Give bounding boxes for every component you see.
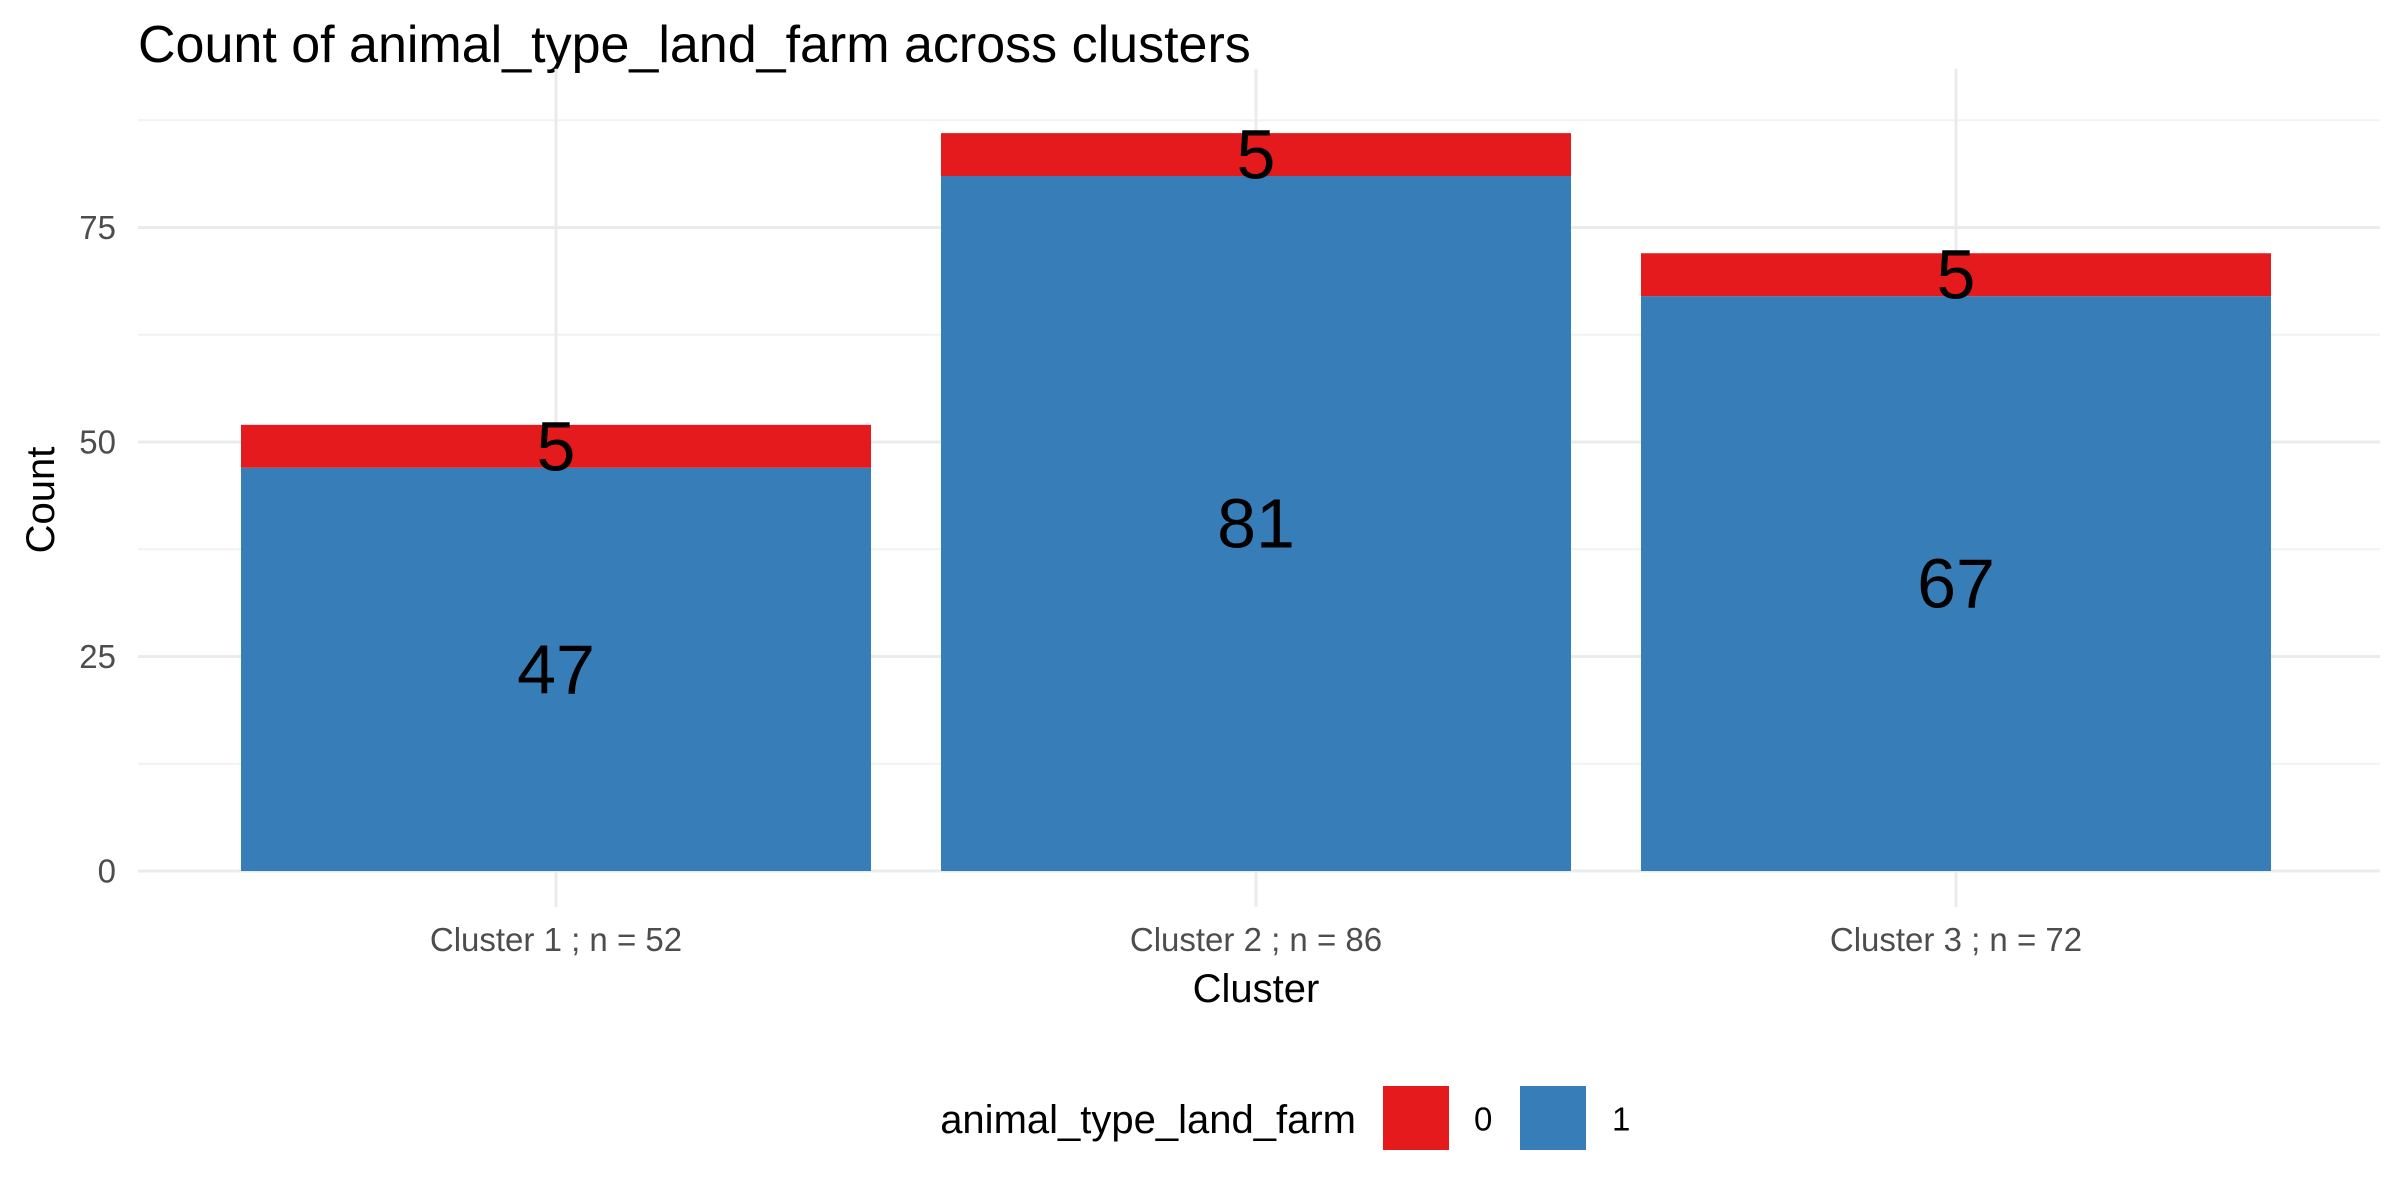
bar-value-label: 5: [1937, 236, 1976, 314]
legend-title: animal_type_land_farm: [940, 1098, 1356, 1142]
bar-value-label: 67: [1917, 545, 1995, 623]
x-axis-title: Cluster: [1193, 967, 1320, 1011]
chart-title: Count of animal_type_land_farm across cl…: [138, 16, 1251, 74]
y-tick-label: 50: [79, 424, 116, 461]
legend-swatch-0: [1383, 1086, 1449, 1150]
x-tick-label: Cluster 2 ; n = 86: [1130, 921, 1382, 958]
bar-segment-0: [1641, 253, 2271, 297]
x-tick-label: Cluster 3 ; n = 72: [1830, 921, 2082, 958]
legend-label-0: 0: [1474, 1101, 1492, 1138]
bar-segment-1: [941, 176, 1571, 871]
bar-segment-1: [241, 467, 871, 871]
bars: [241, 133, 2271, 871]
bar-value-label: 5: [1237, 116, 1276, 194]
x-tick-label: Cluster 1 ; n = 52: [430, 921, 682, 958]
bar-segment-0: [941, 133, 1571, 177]
bar-value-label: 5: [537, 407, 576, 485]
y-axis-ticks: 0 25 50 75: [79, 209, 116, 890]
bar-value-label: 81: [1217, 485, 1295, 563]
bar-value-label: 47: [517, 630, 595, 708]
y-axis-title: Count: [19, 447, 63, 554]
y-tick-label: 75: [79, 209, 116, 246]
y-tick-label: 25: [79, 638, 116, 675]
bar-segment-1: [1641, 296, 2271, 871]
y-tick-label: 0: [98, 853, 116, 890]
x-axis-ticks: Cluster 1 ; n = 52 Cluster 2 ; n = 86 Clus…: [430, 921, 2082, 958]
bar-value-labels: 47 5 81 5 67 5: [517, 116, 1995, 709]
bar-segment-0: [241, 424, 871, 468]
legend-swatch-1: [1520, 1086, 1586, 1150]
legend-label-1: 1: [1612, 1101, 1630, 1138]
